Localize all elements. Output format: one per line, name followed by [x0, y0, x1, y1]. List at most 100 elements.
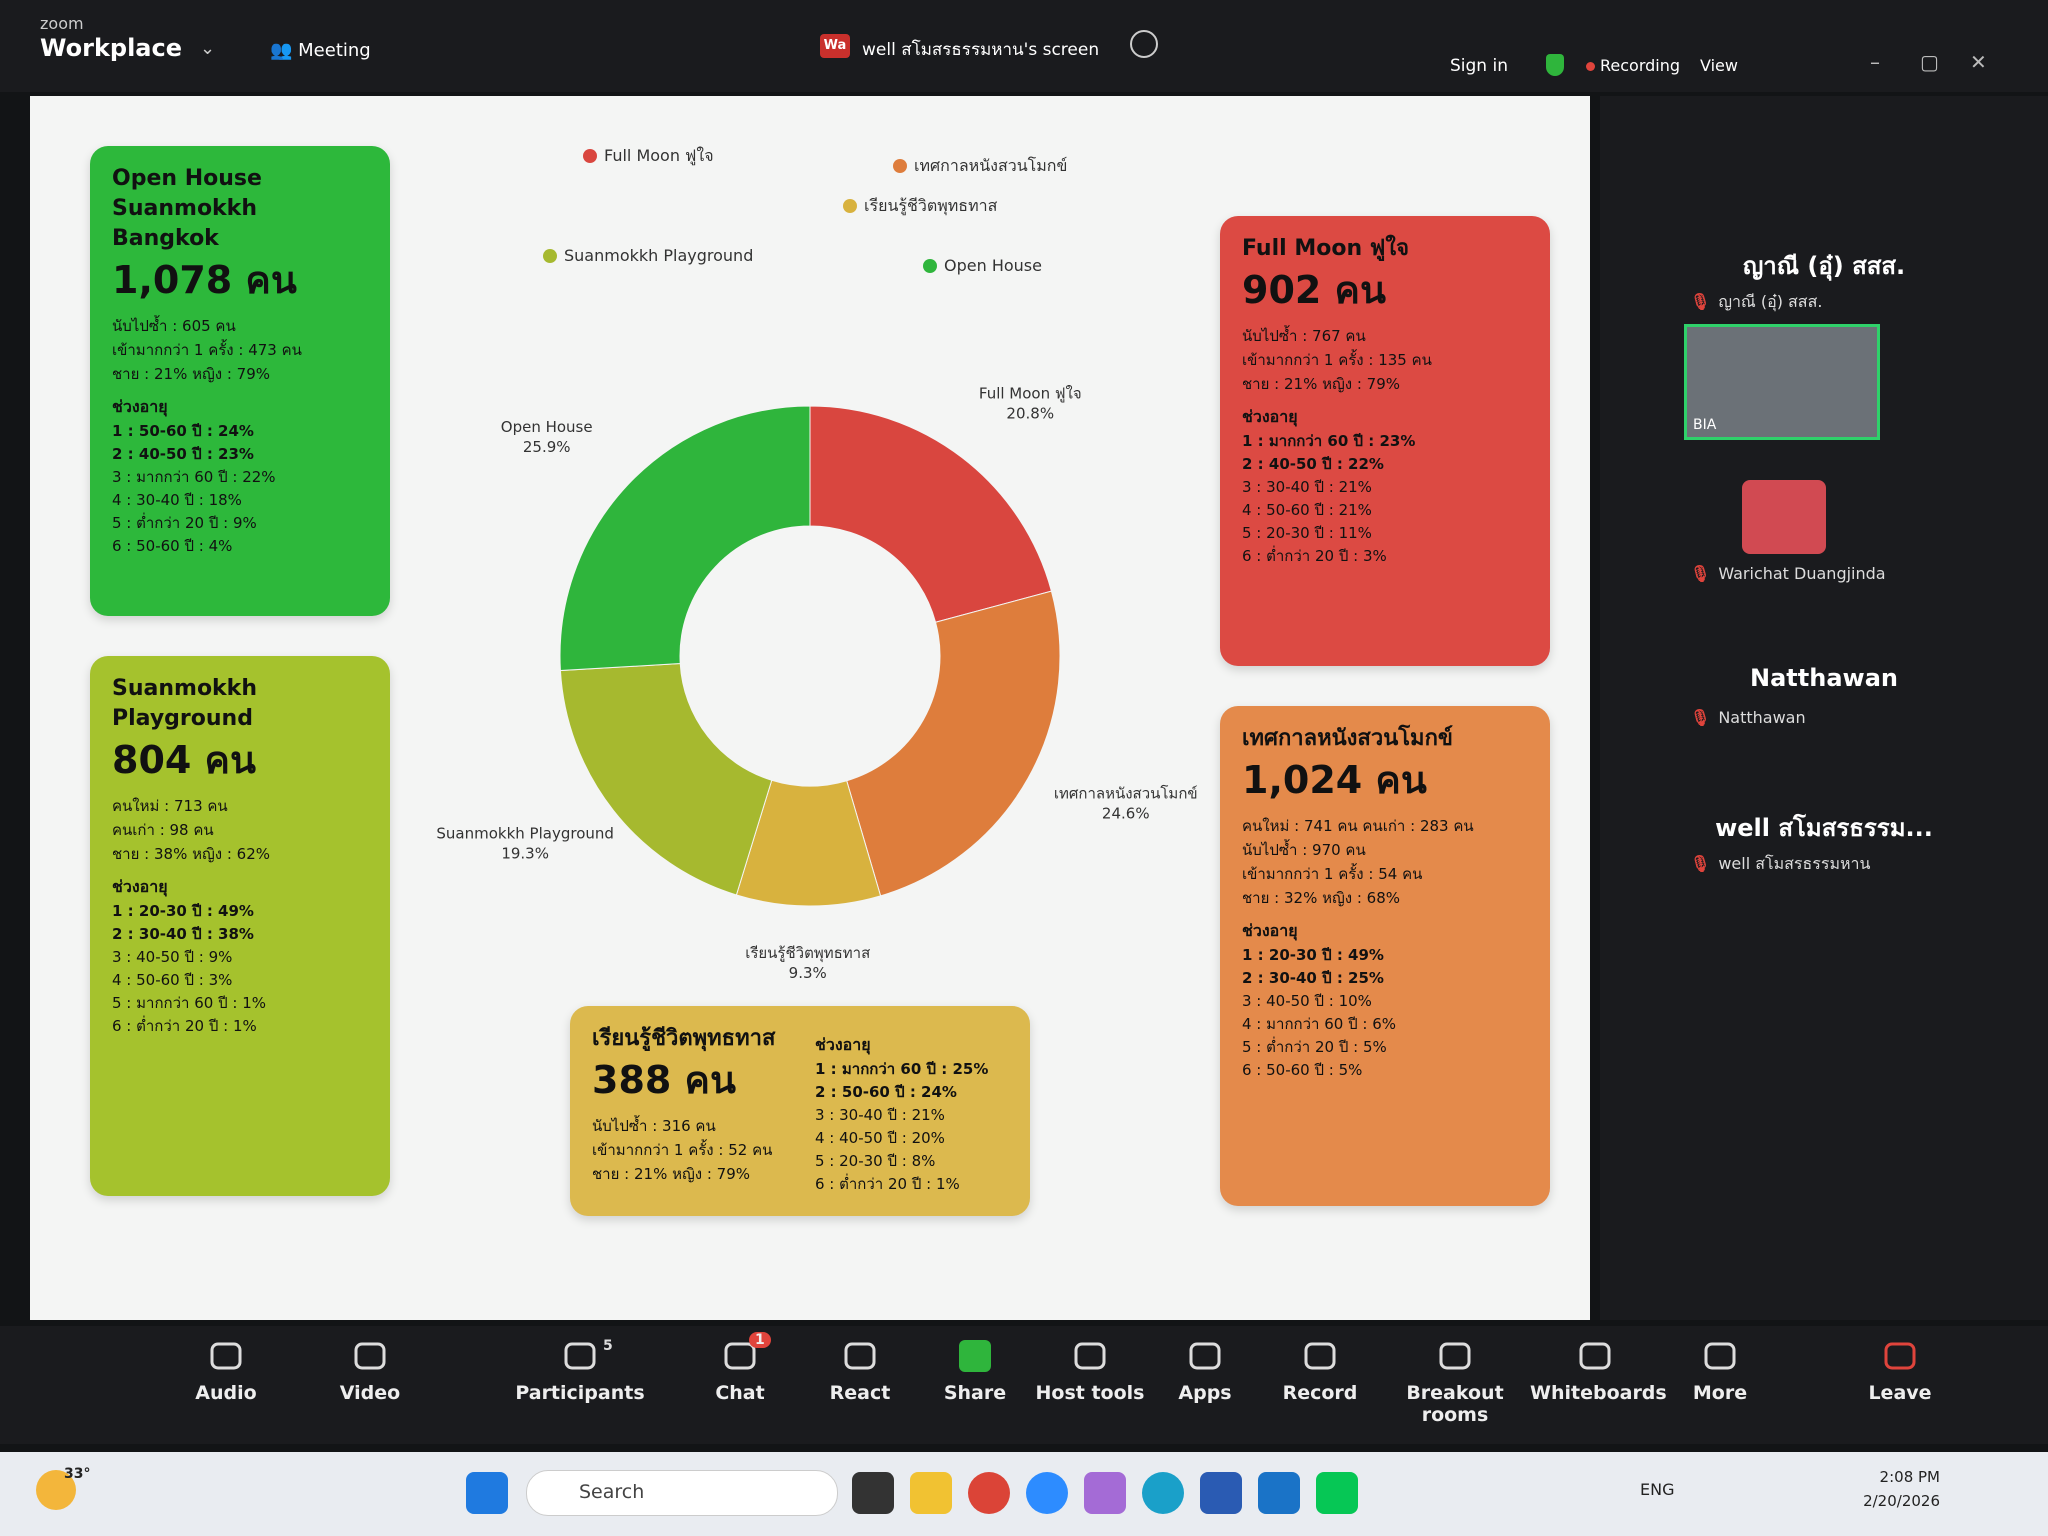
toolbar-label: Video — [339, 1382, 401, 1404]
toolbar-button[interactable]: Record — [1255, 1336, 1385, 1404]
toolbar-button[interactable]: Audio — [161, 1336, 291, 1404]
minimize[interactable]: – — [1870, 50, 1880, 74]
edge[interactable] — [1142, 1472, 1184, 1514]
toolbar-button[interactable]: Share — [910, 1336, 1040, 1404]
toolbar-button[interactable]: Breakout rooms — [1390, 1336, 1520, 1426]
card-age-line: 5 : 20-30 ปี : 8% — [815, 1152, 936, 1170]
legend-swatch — [843, 199, 857, 213]
toolbar-icon — [354, 1342, 386, 1370]
participant-name-text: well สโมสรธรรมหาน — [1718, 854, 1871, 873]
title-bar: zoom Workplace ⌄ 👥 Meeting Wa well สโมสร… — [0, 0, 2048, 92]
card-age-line: 4 : มากกว่า 60 ปี : 6% — [1242, 1015, 1396, 1033]
weather-icon[interactable] — [36, 1470, 76, 1510]
stat-card: Suanmokkh Playground 804 คน คนใหม่ : 713 ค… — [90, 656, 390, 1196]
card-age-line: 5 : 20-30 ปี : 11% — [1242, 524, 1372, 542]
icon-shape — [1189, 1342, 1221, 1370]
card-age-line: 2 : 30-40 ปี : 38% — [112, 925, 254, 943]
toolbar-label: Share — [943, 1382, 1007, 1404]
start-button[interactable] — [466, 1472, 508, 1514]
store[interactable] — [1200, 1472, 1242, 1514]
toolbar-label: Participants — [515, 1382, 645, 1404]
muted-mic: 🎙 — [1690, 854, 1711, 873]
video-tile: BIA — [1684, 324, 1880, 440]
icon-shape — [959, 1340, 991, 1372]
toolbar-button[interactable]: Chat 1 — [675, 1332, 805, 1404]
card-stat: เข้ามากกว่า 1 ครั้ง : 473 คน — [112, 341, 302, 359]
slice-percent: 9.3% — [789, 964, 827, 982]
stat-card: Open House Suanmokkh Bangkok 1,078 คน นับไ… — [90, 146, 390, 616]
icon-shape — [1579, 1342, 1611, 1370]
card-age-line: 5 : ต่ำกว่า 20 ปี : 5% — [1242, 1038, 1387, 1056]
input-language[interactable]: ENG — [1640, 1480, 1675, 1499]
copilot[interactable] — [1084, 1472, 1126, 1514]
toolbar-button[interactable]: Host tools — [1025, 1336, 1155, 1404]
zoom-app[interactable] — [1026, 1472, 1068, 1514]
toolbar-icon — [1189, 1342, 1221, 1370]
legend-label: Suanmokkh Playground — [564, 246, 753, 265]
brand-small: zoom — [40, 14, 84, 33]
toolbar-label: Host tools — [1035, 1382, 1145, 1404]
participant-display-name: well สโมสรธรรม... — [1715, 814, 1933, 842]
toolbar-button[interactable]: React — [795, 1336, 925, 1404]
chrome[interactable] — [968, 1472, 1010, 1514]
slice-label: เรียนรู้ชีวิตพุทธทาส — [745, 944, 870, 963]
icon-shape — [1884, 1342, 1916, 1370]
card-age-title: ช่วงอายุ — [1242, 921, 1298, 940]
icon-shape — [354, 1342, 386, 1370]
toolbar-button[interactable]: Whiteboards — [1530, 1336, 1667, 1404]
card-stat: นับไปซ้ำ : 316 คน — [592, 1117, 716, 1135]
stat-card: เทศกาลหนังสวนโมกข์ 1,024 คน คนใหม่ : 741 ค… — [1220, 706, 1550, 1206]
card-column: ช่วงอายุ 1 : มากกว่า 60 ปี : 25% 2 : 50-60… — [815, 1024, 1008, 1198]
maximize[interactable]: ▢ — [1920, 50, 1939, 74]
toolbar-button[interactable]: Leave — [1835, 1336, 1965, 1404]
close[interactable]: ✕ — [1970, 50, 1987, 74]
participant-display-name: ญาณี (อุ๋) สสส. — [1742, 252, 1906, 280]
meeting-tab[interactable]: 👥 Meeting — [270, 40, 371, 61]
toolbar-icon — [724, 1342, 756, 1370]
card-age-line: 2 : 40-50 ปี : 22% — [1242, 455, 1384, 473]
legend-label: เรียนรู้ชีวิตพุทธทาส — [864, 196, 998, 216]
participant-name: 🎙 ญาณี (อุ๋) สสส. — [1600, 290, 1822, 315]
participant-display-name: Natthawan — [1750, 664, 1898, 692]
slice-percent: 25.9% — [523, 438, 571, 456]
brand-menu[interactable]: ⌄ — [200, 38, 216, 59]
card-age-line: 6 : ต่ำกว่า 20 ปี : 1% — [112, 1017, 257, 1035]
participant-name: 🎙 Natthawan — [1600, 708, 1806, 727]
toolbar-button[interactable]: Video — [305, 1336, 435, 1404]
slice-percent: 19.3% — [501, 845, 549, 863]
share-options[interactable] — [1130, 30, 1158, 58]
toolbar-button[interactable]: Apps — [1140, 1336, 1270, 1404]
sign-in[interactable]: Sign in — [1450, 56, 1508, 76]
toolbar-icon — [959, 1340, 991, 1372]
card-age-line: 3 : มากกว่า 60 ปี : 22% — [112, 468, 276, 486]
card-stat: เข้ามากกว่า 1 ครั้ง : 54 คน — [1242, 865, 1423, 883]
card-age-title: ช่วงอายุ — [1242, 407, 1298, 426]
toolbar-badge: 1 — [749, 1332, 771, 1348]
toolbar-button[interactable]: More — [1655, 1336, 1785, 1404]
stat-card: Full Moon ฟูใจ 902 คน นับไปซ้ำ : 767 คน เข้… — [1220, 216, 1550, 666]
search-box[interactable]: Search — [526, 1470, 838, 1516]
card-stat: คนใหม่ : 741 คน คนเก่า : 283 คน — [1242, 817, 1474, 835]
outlook[interactable] — [1258, 1472, 1300, 1514]
line-app[interactable] — [1316, 1472, 1358, 1514]
toolbar-icon — [1579, 1342, 1611, 1370]
task-view[interactable] — [852, 1472, 894, 1514]
card-stat: นับไปซ้ำ : 767 คน — [1242, 327, 1366, 345]
toolbar-badge: 5 — [603, 1338, 613, 1354]
file-explorer[interactable] — [910, 1472, 952, 1514]
meeting-label: Meeting — [298, 40, 371, 61]
clock-time: 2:08 PM — [1879, 1468, 1940, 1486]
view-button[interactable]: View — [1700, 56, 1738, 75]
card-stat: คนเก่า : 98 คน — [112, 821, 214, 839]
card-age-line: 6 : ต่ำกว่า 20 ปี : 3% — [1242, 547, 1387, 565]
toolbar-button[interactable]: Participants 5 — [515, 1336, 645, 1404]
donut-slice — [809, 405, 1053, 623]
toolbar-label: React — [829, 1382, 891, 1404]
icon-shape — [844, 1342, 876, 1370]
muted-mic: 🎙 — [1690, 292, 1711, 311]
legend-swatch — [893, 159, 907, 173]
card-age-line: 2 : 40-50 ปี : 23% — [112, 445, 254, 463]
video-label: BIA — [1693, 417, 1717, 433]
